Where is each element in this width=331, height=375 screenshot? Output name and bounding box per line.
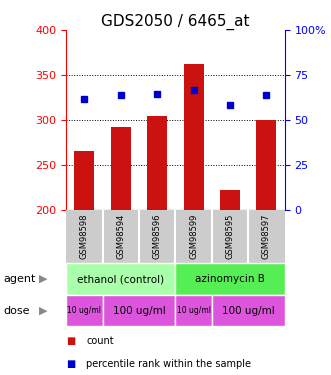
Bar	[66, 295, 103, 326]
Text: ■: ■	[66, 336, 75, 346]
Bar	[66, 263, 175, 295]
Text: ▶: ▶	[39, 306, 47, 315]
Text: agent: agent	[3, 274, 36, 284]
Text: dose: dose	[3, 306, 30, 315]
Bar	[212, 295, 285, 326]
Bar	[175, 295, 212, 326]
Bar	[111, 127, 131, 210]
Text: GSM98598: GSM98598	[80, 214, 89, 259]
Text: ■: ■	[66, 359, 75, 369]
Text: count: count	[86, 336, 114, 346]
Text: GSM98599: GSM98599	[189, 214, 198, 259]
Text: ethanol (control): ethanol (control)	[77, 274, 165, 284]
Bar	[220, 190, 240, 210]
Bar	[103, 295, 175, 326]
Text: azinomycin B: azinomycin B	[195, 274, 265, 284]
Text: GSM98595: GSM98595	[225, 214, 235, 259]
Title: GDS2050 / 6465_at: GDS2050 / 6465_at	[101, 14, 250, 30]
Bar	[147, 116, 167, 210]
Bar	[74, 151, 94, 210]
Text: 10 ug/ml: 10 ug/ml	[177, 306, 211, 315]
Text: ▶: ▶	[39, 274, 47, 284]
Bar	[175, 263, 285, 295]
Text: 100 ug/ml: 100 ug/ml	[222, 306, 275, 315]
Text: 100 ug/ml: 100 ug/ml	[113, 306, 166, 315]
Text: 10 ug/ml: 10 ug/ml	[68, 306, 101, 315]
Text: GSM98594: GSM98594	[116, 214, 125, 259]
Text: GSM98596: GSM98596	[153, 214, 162, 259]
Text: percentile rank within the sample: percentile rank within the sample	[86, 359, 251, 369]
Text: GSM98597: GSM98597	[262, 214, 271, 259]
Bar	[184, 64, 204, 210]
Bar	[257, 120, 276, 210]
